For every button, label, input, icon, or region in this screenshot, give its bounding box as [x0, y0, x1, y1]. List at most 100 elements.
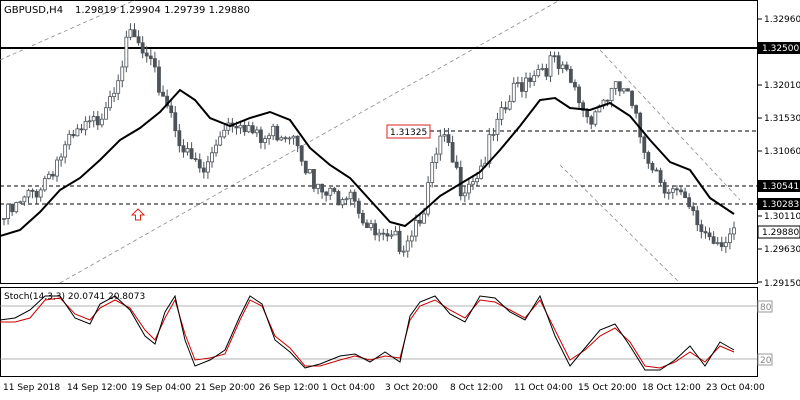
candle-body [525, 78, 528, 91]
candle-body [614, 82, 617, 89]
candle-body [406, 241, 409, 251]
candle-body [561, 65, 564, 69]
candle-body [198, 160, 201, 168]
time-axis: 11 Sep 2018 14 Sep 12:00 19 Sep 04:00 21… [3, 383, 765, 393]
candle-body [423, 214, 426, 223]
candle-body [60, 157, 63, 160]
candle-body [357, 201, 360, 213]
candle-body [394, 231, 397, 235]
candle-body [716, 243, 719, 244]
candle-body [635, 106, 638, 114]
candle-body [329, 188, 332, 195]
candle-body [679, 190, 682, 192]
candle-body [443, 135, 446, 136]
svg-text:1.30283: 1.30283 [762, 200, 799, 210]
candle-body [68, 134, 71, 144]
candle-body [382, 233, 385, 234]
price-axis: 1.32960 1.32500 1.32010 1.31530 1.31060 … [757, 15, 800, 289]
candle-body [435, 154, 438, 162]
candle-body [100, 119, 103, 125]
svg-text:1.31530: 1.31530 [764, 114, 800, 124]
candle-body [96, 116, 99, 124]
candle-body [696, 211, 699, 225]
svg-text:1.32960: 1.32960 [764, 15, 800, 25]
candle-body [280, 138, 283, 140]
candle-body [414, 220, 417, 236]
candle-body [133, 30, 136, 37]
candle-body [463, 193, 466, 196]
candle-body [80, 129, 83, 130]
candle-body [557, 56, 560, 69]
candle-body [578, 87, 581, 103]
candle-body [72, 134, 75, 135]
candle-body [186, 149, 189, 152]
candle-body [512, 83, 515, 101]
candle-body [390, 235, 393, 236]
candle-body [174, 113, 177, 131]
candle-body [284, 138, 287, 139]
candle-body [141, 43, 144, 53]
candle-body [157, 67, 160, 92]
svg-text:1 Oct 04:00: 1 Oct 04:00 [322, 383, 375, 393]
candle-body [618, 82, 621, 91]
candle-body [471, 182, 474, 185]
svg-text:15 Oct 20:00: 15 Oct 20:00 [578, 383, 637, 393]
candle-body [537, 70, 540, 76]
svg-text:1.30110: 1.30110 [764, 212, 800, 222]
candle-body [88, 121, 91, 122]
candle-body [370, 224, 373, 228]
candle-body [700, 225, 703, 232]
candle-body [459, 167, 462, 195]
level-label-1.31325: 1.31325 [390, 128, 427, 138]
candle-body [300, 146, 303, 161]
candle-body [733, 228, 736, 234]
candle-body [247, 126, 250, 132]
candle-body [508, 101, 511, 109]
stoch-axis-20: 20 [760, 356, 772, 366]
candle-body [675, 189, 678, 190]
candle-body [398, 231, 401, 251]
candle-body [516, 83, 519, 84]
svg-text:11 Oct 04:00: 11 Oct 04:00 [514, 383, 573, 393]
candle-body [549, 56, 552, 76]
candle-body [643, 137, 646, 153]
candle-body [712, 237, 715, 244]
candle-body [504, 108, 507, 109]
svg-text:19 Sep 04:00: 19 Sep 04:00 [131, 383, 191, 393]
candle-body [724, 243, 727, 247]
candle-body [162, 92, 165, 96]
svg-text:23 Oct 04:00: 23 Oct 04:00 [706, 383, 765, 393]
candle-body [178, 131, 181, 146]
candle-body [268, 136, 271, 139]
candle-body [410, 236, 413, 241]
candle-body [492, 134, 495, 135]
trend-channels[interactable] [0, 0, 740, 283]
candle-body [104, 108, 107, 119]
candle-body [451, 142, 454, 162]
candle-body [153, 59, 156, 67]
candle-body [565, 65, 568, 69]
candle-body [321, 184, 324, 192]
svg-text:1.31060: 1.31060 [764, 147, 800, 157]
candle-body [728, 234, 731, 243]
svg-text:14 Sep 12:00: 14 Sep 12:00 [67, 383, 127, 393]
candle-body [255, 130, 258, 133]
candle-body [667, 192, 670, 193]
candle-body [3, 218, 6, 219]
candle-body [349, 192, 352, 198]
candle-body [594, 112, 597, 124]
candle-body [239, 125, 242, 128]
candle-body [325, 192, 328, 195]
candle-body [145, 53, 148, 56]
svg-text:1.30541: 1.30541 [762, 182, 799, 192]
candle-body [113, 93, 116, 96]
svg-text:18 Oct 12:00: 18 Oct 12:00 [642, 383, 701, 393]
candle-body [170, 106, 173, 113]
candle-body [378, 233, 381, 235]
svg-text:11 Sep 2018: 11 Sep 2018 [3, 383, 60, 393]
candle-body [402, 251, 405, 252]
svg-text:1.29150: 1.29150 [764, 279, 800, 289]
candle-body [553, 56, 556, 57]
candle-body [688, 198, 691, 207]
